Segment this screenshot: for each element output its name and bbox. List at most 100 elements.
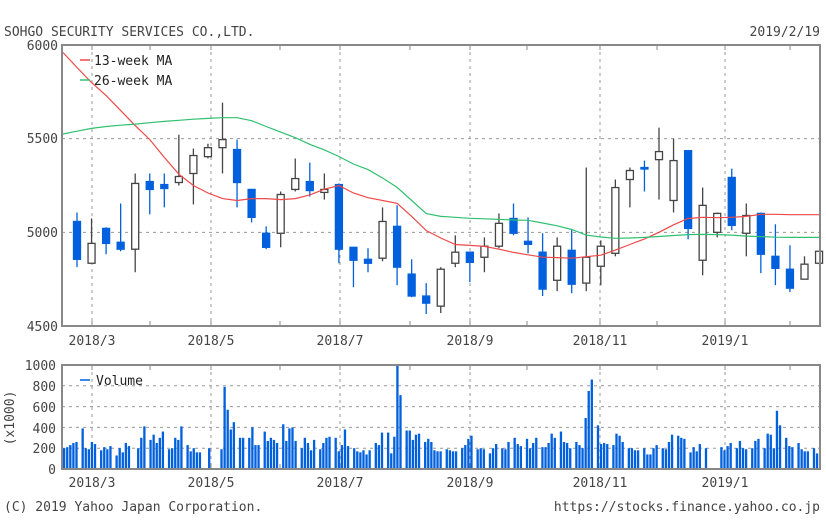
candle-up	[596, 240, 605, 286]
volume-bar	[791, 447, 794, 469]
volume-bar	[661, 448, 664, 469]
volume-bar	[368, 450, 371, 469]
volume-bar	[491, 448, 495, 469]
volume-bar	[229, 429, 232, 469]
ma13-line	[62, 52, 820, 259]
candle-up	[800, 256, 809, 280]
y-tick-label: 4500	[27, 320, 58, 335]
volume-bar	[75, 441, 78, 469]
volume-bar	[121, 452, 124, 469]
volume-bar	[189, 451, 192, 469]
volume-bar	[754, 440, 757, 469]
candle-body	[683, 150, 693, 230]
x-tick-label: 2018/11	[573, 334, 628, 349]
volume-bar	[788, 446, 791, 469]
volume-bar	[757, 438, 760, 469]
volume-bar	[806, 451, 809, 469]
volume-bar	[241, 437, 245, 469]
volume-bar	[340, 445, 344, 469]
volume-bar	[775, 410, 779, 469]
candle-body	[727, 176, 736, 227]
volume-bar	[84, 448, 87, 469]
volume-bar	[695, 451, 698, 469]
volume-bar	[575, 441, 578, 469]
volume-bar	[704, 448, 708, 469]
volume-bar	[618, 435, 621, 469]
volume-bar	[559, 431, 563, 469]
volume-bar	[294, 440, 297, 469]
volume-bar	[683, 438, 686, 469]
volume-bar	[167, 449, 171, 469]
volume-bar	[633, 450, 637, 469]
volume-unit-label: (x1000)	[3, 391, 18, 446]
volume-bar	[763, 448, 766, 469]
volume-bar	[137, 448, 140, 469]
source-url[interactable]: https://stocks.finance.yahoo.co.jp	[554, 500, 820, 515]
candle-up	[218, 102, 227, 174]
chart-date: 2019/2/19	[750, 25, 820, 40]
volume-bar	[535, 437, 538, 469]
volume-bar	[482, 449, 485, 469]
volume-frame	[61, 364, 821, 470]
candle-down	[349, 246, 358, 288]
volume-bar	[288, 428, 291, 469]
candle-down	[567, 229, 576, 294]
volume-bar	[587, 391, 590, 469]
price-grid	[62, 45, 820, 326]
volume-bar	[553, 437, 556, 469]
volume-bar	[171, 448, 174, 469]
volume-bar	[353, 448, 356, 469]
volume-bar	[470, 435, 473, 469]
volume-bar	[232, 422, 236, 469]
volume-bar	[272, 439, 276, 469]
volume-bar	[152, 434, 155, 469]
volume-bar	[158, 437, 161, 469]
volume-bar	[177, 439, 180, 469]
volume-bar	[544, 447, 547, 469]
candle-body	[523, 240, 533, 245]
volume-bar	[81, 428, 84, 469]
candle-body	[669, 159, 678, 202]
candle-body	[72, 220, 82, 260]
volume-bar	[615, 433, 618, 469]
volume-bar	[550, 433, 553, 469]
candle-down	[683, 150, 693, 240]
volume-bar	[118, 448, 121, 469]
volume-bar	[346, 446, 350, 469]
volume-bar	[664, 449, 668, 469]
volume-bar	[180, 426, 183, 469]
volume-bar	[100, 450, 103, 469]
candle-up	[87, 218, 96, 264]
volume-bar	[140, 437, 143, 469]
price-x-axis: 2018/3 2018/5 2018/7 2018/9 2018/11 2019/1	[69, 334, 749, 349]
candle-body	[291, 177, 300, 191]
volume-bar	[427, 438, 430, 469]
ma26-line	[62, 117, 820, 239]
candle-up	[553, 237, 562, 292]
volume-bar	[680, 437, 683, 469]
y-tick-label: 0	[48, 463, 56, 478]
volume-bar	[513, 437, 516, 469]
candle-body	[742, 214, 751, 234]
volume-bar	[417, 433, 421, 469]
volume-bar	[596, 425, 600, 469]
volume-bar	[334, 437, 337, 469]
volume-bar	[525, 438, 529, 469]
candle-down	[363, 248, 373, 273]
volume-bar	[300, 448, 303, 469]
x-tick-label: 2018/11	[573, 476, 628, 491]
candle-body	[509, 217, 518, 234]
candle-down	[771, 224, 780, 286]
candle-body	[87, 242, 96, 264]
volume-bar	[269, 437, 273, 469]
volume-bar	[337, 451, 340, 469]
volume-bar	[578, 445, 581, 469]
candle-body	[160, 183, 169, 190]
volume-bar	[195, 452, 198, 469]
volume-bar	[312, 439, 316, 469]
volume-bar	[362, 450, 365, 469]
volume-bar	[815, 453, 819, 469]
candle-down	[116, 203, 125, 252]
candle-body	[640, 166, 649, 170]
candle-body	[392, 225, 402, 268]
